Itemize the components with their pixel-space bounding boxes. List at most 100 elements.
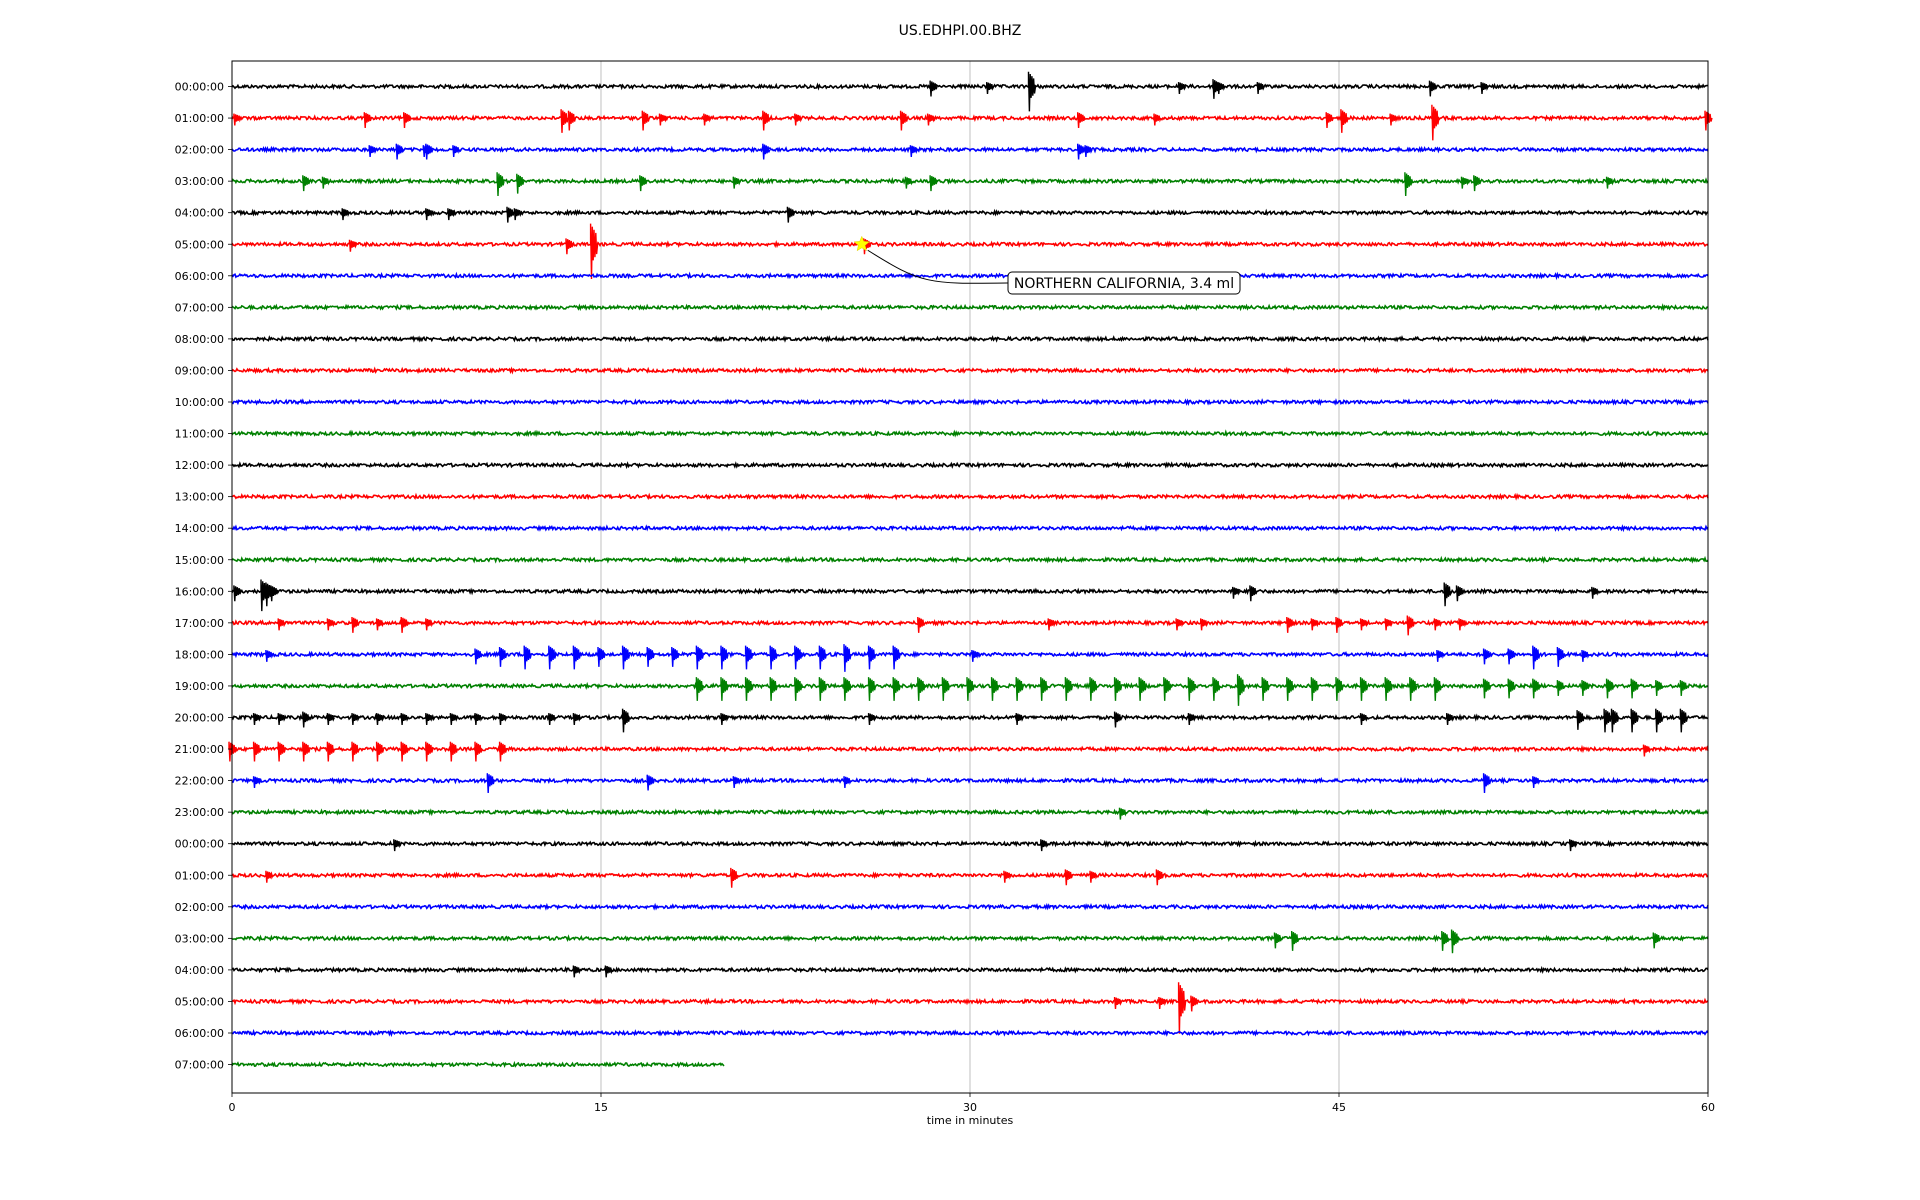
seismic-spike [1605,678,1615,699]
seismic-spike [1436,649,1445,662]
seismic-spike [818,645,828,670]
seismic-spike [513,208,523,221]
seismic-spike [720,645,729,670]
seismic-spike [1027,71,1037,112]
seismic-spike [1155,869,1165,886]
seismic-spike [732,176,741,189]
seismic-spike [818,677,828,701]
trace-layer [228,71,1713,1069]
seismic-spike [474,648,483,665]
seismic-spike [1077,112,1086,129]
seismic-spike [1556,646,1566,667]
seismic-spike [516,173,525,194]
trace-row [231,429,1709,438]
seismic-spike [341,208,350,221]
seismic-spike [1569,839,1578,852]
seismic-spike [917,616,926,633]
row-time-label: 08:00:00 [175,333,224,346]
seismic-spike [351,616,360,633]
seismic-spike [604,965,614,978]
trace-row [231,808,1709,817]
trace-row [231,997,1709,1006]
x-axis-label: time in minutes [927,1114,1014,1127]
seismic-spike [1310,677,1320,701]
seismic-spike [1532,645,1541,670]
trace-row [231,871,1709,880]
seismic-spike [1359,713,1369,725]
seismic-spike [425,618,434,631]
x-tick-label: 15 [594,1101,608,1114]
row-time-label: 09:00:00 [175,364,224,377]
seismic-spike [565,238,574,255]
row-time-label: 02:00:00 [175,144,224,157]
row-time-label: 03:00:00 [175,932,224,945]
trace-row [231,524,1709,533]
seismic-spike [395,143,404,160]
seismic-spike [1482,773,1492,794]
seismic-spike [1232,586,1241,599]
seismic-spike [794,113,803,126]
seismic-spike [1556,680,1566,696]
seismic-spike [695,645,705,670]
seismic-spike [1325,112,1334,129]
seismic-spike [1340,109,1349,133]
row-time-label: 21:00:00 [175,743,224,756]
row-time-label: 18:00:00 [175,648,224,661]
seismic-spike [1217,82,1226,94]
row-time-label: 07:00:00 [175,1059,224,1072]
seismic-spike [762,110,771,131]
trace-row [231,1060,725,1069]
seismic-spike [1581,649,1590,662]
seismic-spike [762,143,771,160]
seismic-spike [1153,113,1162,126]
seismic-spike [769,645,778,670]
seismic-spike [400,713,409,725]
seismic-spike [233,113,242,126]
seismic-spike [1003,870,1012,883]
row-time-label: 14:00:00 [175,522,224,535]
seismic-spike [1610,708,1620,733]
seismic-spike [425,741,434,762]
seismic-spike [393,839,402,852]
row-time-label: 02:00:00 [175,901,224,914]
seismic-spike [1406,615,1415,636]
x-tick-label: 0 [229,1101,236,1114]
seismic-spike [233,585,242,602]
row-time-label: 20:00:00 [175,712,224,725]
seismic-spike [1433,677,1443,701]
seismic-spike [843,677,852,701]
seismic-spike [474,713,483,725]
seismic-spike [1187,677,1197,701]
seismic-spike [843,776,852,789]
seismic-spike [794,645,803,670]
seismic-spike [1679,680,1689,696]
seismic-spike [449,713,459,725]
seismic-spike [1040,677,1049,701]
seismic-spike [1642,744,1652,757]
seismic-spike [375,618,385,631]
seismic-spike [1480,82,1489,94]
row-time-label: 06:00:00 [175,1027,224,1040]
seismic-spike [641,110,650,131]
seismic-spike [1212,677,1221,701]
seismic-spike [252,741,262,762]
row-time-label: 13:00:00 [175,491,224,504]
seismic-spike [1576,710,1585,730]
seismic-spike [1441,930,1450,951]
seismic-spike [496,172,505,197]
seismic-spike [1113,677,1123,701]
trace-row [231,208,1709,217]
seismic-spike [732,776,741,789]
seismic-spike [1177,982,1187,1034]
event-star-marker [853,235,871,252]
seismic-spike [548,713,557,725]
row-time-label: 00:00:00 [175,81,224,94]
seismic-spike [1603,708,1612,733]
row-time-label: 16:00:00 [175,585,224,598]
row-time-label: 05:00:00 [175,995,224,1008]
seismic-spike [971,649,980,662]
seismic-spike [277,618,286,631]
annotation-connector [867,249,1009,284]
seismic-spike [1113,711,1123,728]
